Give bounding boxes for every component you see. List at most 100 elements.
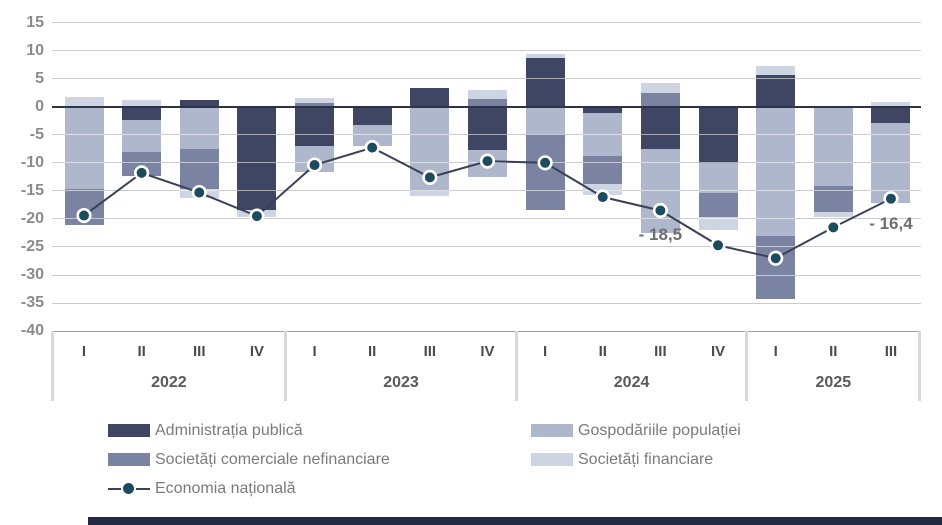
y-axis-tick-label: 0 [35, 97, 44, 115]
x-axis-quarter-label: II [829, 343, 838, 360]
legend-swatch-gospodariile-populatiei [531, 424, 573, 437]
x-axis-quarter-label: II [598, 343, 607, 360]
bar-segment [295, 97, 335, 103]
y-axis-tick-label: -20 [20, 209, 44, 227]
year-divider [745, 331, 749, 401]
gridline-overlay [52, 218, 921, 220]
bar-segment [410, 87, 450, 107]
y-axis-tick-label: 15 [26, 13, 44, 31]
bar-segment [237, 209, 277, 217]
bar-segment [525, 106, 565, 135]
bar-segment [295, 106, 335, 146]
x-axis-year-label: 2024 [613, 374, 650, 391]
bar-segment [64, 189, 104, 226]
bar-segment [871, 102, 911, 107]
legend-label-gospodariile-populatiei: Gospodăriile populației [578, 422, 741, 439]
bar-segment [813, 212, 853, 217]
bar-segment [295, 102, 335, 107]
bar-segment [352, 125, 392, 146]
y-axis-tick-label: -35 [20, 294, 44, 312]
bar-segment [756, 106, 796, 236]
footer-accent-bar [88, 517, 942, 525]
x-axis-year-label: 2023 [383, 374, 419, 391]
x-axis-base-line [52, 331, 921, 333]
bar-segment [640, 106, 680, 150]
bar-segment [467, 150, 507, 178]
x-axis-quarter-label: I [543, 343, 548, 360]
gridline-overlay [52, 162, 921, 164]
y-axis-tick-label: -15 [20, 181, 44, 199]
bar-segment [64, 97, 104, 107]
bar-segment [410, 106, 450, 191]
bar-segment [583, 106, 623, 113]
gridline-overlay [52, 22, 921, 23]
bar-segment [525, 54, 565, 59]
bar-segment [467, 106, 507, 151]
bar-segment [467, 89, 507, 100]
line-marker [710, 237, 726, 253]
x-axis-quarter-label: IV [710, 343, 726, 360]
legend-label-societati-comerciale-nefinanciare: Societăți comerciale nefinanciare [155, 451, 390, 468]
bar-segment [756, 74, 796, 107]
legend-swatch-societati-comerciale-nefinanciare [108, 453, 150, 466]
x-axis-quarter-label: III [423, 343, 437, 360]
line-marker [825, 219, 841, 235]
gridline-overlay [52, 78, 921, 80]
y-axis-tick-label: -30 [20, 266, 44, 284]
x-axis-year-label: 2022 [151, 374, 187, 391]
x-axis-quarter-label: III [193, 343, 206, 360]
bar-segment [122, 119, 162, 153]
bar-segment [525, 134, 565, 211]
x-axis-quarter-label: IV [480, 343, 495, 360]
legend-label-economia-nationala: Economia națională [155, 480, 296, 497]
bar-segment [640, 82, 680, 94]
bar-segment [179, 148, 219, 190]
x-axis-year-label: 2025 [815, 374, 852, 391]
y-axis-tick-label: -10 [20, 153, 44, 171]
gridline-overlay [52, 302, 921, 304]
bar-segment [179, 99, 219, 107]
bar-segment [756, 65, 796, 75]
year-divider [50, 331, 54, 401]
bar-segment [698, 163, 738, 194]
year-divider [514, 331, 518, 401]
bar-segment [64, 106, 104, 190]
bar-segment [583, 156, 623, 184]
y-axis-tick-label: -25 [20, 237, 44, 255]
y-axis-tick-label: -5 [29, 125, 44, 143]
zero-axis-line [52, 105, 921, 108]
bar-segment [410, 190, 450, 197]
bar-segment [640, 93, 680, 107]
bar-segment [295, 145, 335, 173]
bar-segment [352, 106, 392, 126]
x-axis-quarter-label: III [884, 343, 898, 360]
x-axis-quarter-label: II [137, 343, 146, 360]
year-divider [284, 331, 288, 401]
data-label: - 16,4 [869, 213, 913, 233]
gridline-overlay [52, 274, 921, 276]
y-axis-tick-label: 5 [35, 69, 44, 87]
data-label: - 18,5 [638, 225, 683, 245]
x-axis-quarter-label: II [368, 343, 377, 360]
legend-swatch-administratia-publica [108, 424, 150, 437]
bar-segment [122, 152, 162, 176]
bar-segment [122, 99, 162, 107]
gridline-overlay [52, 190, 921, 192]
x-axis-quarter-label: I [773, 343, 778, 360]
bar-segment [698, 193, 738, 218]
x-axis-quarter-label: I [81, 343, 87, 360]
x-axis-quarter-label: IV [249, 343, 264, 360]
x-axis-quarter-label: III [654, 343, 667, 360]
bar-segment [756, 235, 796, 299]
bar-segment [813, 106, 853, 186]
legend-label-societati-financiare: Societăți financiare [578, 451, 714, 468]
bar-segment [122, 106, 162, 120]
y-axis-tick-label: 10 [26, 41, 44, 59]
legend-swatch-societati-financiare [531, 453, 573, 466]
x-axis-quarter-label: I [312, 343, 317, 360]
year-divider [918, 331, 922, 401]
legend-label-administratia-publica: Administrația publică [155, 422, 303, 439]
y-axis-tick-label: -40 [20, 322, 44, 340]
bar-segment [871, 106, 911, 123]
